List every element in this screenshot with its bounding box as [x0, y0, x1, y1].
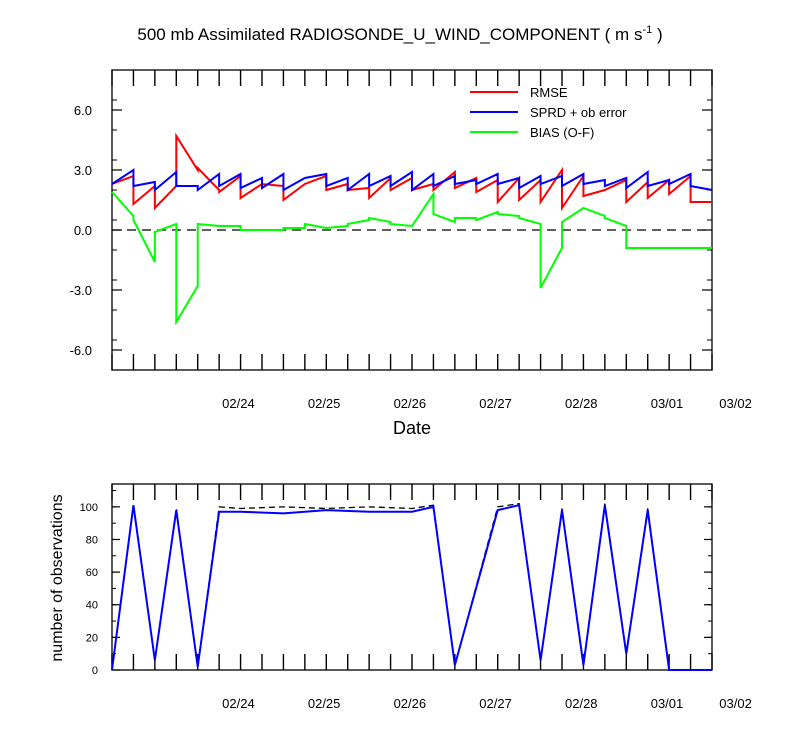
bottom-x-tick-label: 03/01	[651, 696, 684, 711]
bottom-x-axis: 02/24 02/25 02/26 02/27 02/28 03/01 03/02	[111, 484, 752, 711]
top-x-tick-label: 03/02	[719, 396, 752, 411]
series-line-sprd	[111, 168, 713, 193]
bottom-x-tick-label: 03/02	[719, 696, 752, 711]
top-y-tick-label: 6.0	[74, 103, 92, 118]
top-x-tick-label: 03/01	[651, 396, 684, 411]
bottom-y-tick-label: 60	[86, 567, 98, 579]
chart-title: 500 mb Assimilated RADIOSONDE_U_WIND_COM…	[137, 24, 662, 44]
bottom-y-tick-label: 40	[86, 600, 98, 612]
top-y-tick-label: 0.0	[74, 223, 92, 238]
bottom-x-tick-label: 02/26	[394, 696, 427, 711]
legend-label-rmse: RMSE	[530, 85, 568, 100]
bottom-y-tick-label: 0	[92, 665, 98, 677]
x-axis-title: Date	[393, 418, 431, 438]
bottom-y-axis: 0 20 40 60 80 100	[80, 490, 712, 677]
top-y-tick-label: 3.0	[74, 163, 92, 178]
legend-label-bias: BIAS (O-F)	[530, 125, 594, 140]
top-y-tick-label: -3.0	[70, 283, 92, 298]
top-x-tick-label: 02/24	[222, 396, 255, 411]
series-line-assimilated-obs	[111, 503, 712, 671]
top-chart: 500 mb Assimilated RADIOSONDE_U_WIND_COM…	[70, 24, 752, 438]
bottom-y-tick-label: 100	[80, 502, 98, 514]
top-series-group	[111, 132, 713, 326]
bottom-series-group	[111, 502, 712, 671]
bottom-x-tick-label: 02/25	[308, 696, 341, 711]
bottom-x-tick-label: 02/28	[565, 696, 598, 711]
top-y-tick-label: -6.0	[70, 343, 92, 358]
top-x-axis: 02/24 02/25 02/26 02/27 02/28 03/01 03/02	[111, 70, 752, 411]
top-x-tick-label: 02/27	[479, 396, 512, 411]
bottom-y-tick-label: 80	[86, 534, 98, 546]
top-x-tick-label: 02/25	[308, 396, 341, 411]
series-line-bias	[111, 190, 712, 326]
bottom-x-tick-label: 02/24	[222, 696, 255, 711]
top-x-tick-label: 02/28	[565, 396, 598, 411]
series-line-possible-obs	[111, 502, 712, 671]
top-x-tick-label: 02/26	[394, 396, 427, 411]
bottom-y-tick-label: 20	[86, 632, 98, 644]
top-y-axis: -6.0 -3.0 0.0 3.0 6.0	[70, 69, 712, 371]
legend-label-sprd: SPRD + ob error	[530, 105, 627, 120]
legend: RMSE SPRD + ob error BIAS (O-F)	[470, 85, 627, 140]
bottom-x-tick-label: 02/27	[479, 696, 512, 711]
bottom-chart: 0 20 40 60 80 100 02/24 02/25 02/26 02/27 02/28 03…	[49, 483, 752, 711]
y-axis-title-observations: number of observations	[49, 494, 66, 661]
